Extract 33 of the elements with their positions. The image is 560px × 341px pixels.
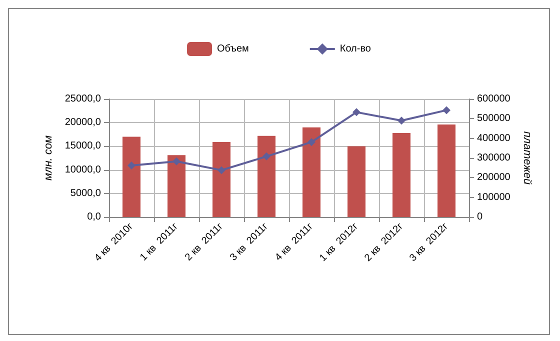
y-tick-label: 20000,0 [64,117,102,128]
bar [122,136,140,217]
bar [348,146,366,217]
y-axis-title: млн. сом [42,135,54,181]
bar [392,132,410,217]
bar [258,136,276,217]
y2-tick-label: 0 [477,212,483,222]
bar [168,155,186,217]
bar [438,124,456,217]
bar [302,127,320,217]
legend-label: Объем [217,44,250,54]
y2-tick-label: 200000 [477,172,511,184]
point [308,138,316,146]
y-tick-label: 25000,0 [64,94,102,104]
y-tick-label: 15000,0 [64,140,102,152]
point [218,166,226,174]
y-tick-label: 0,0 [87,212,102,222]
point [442,106,450,114]
y2-tick-label: 600000 [477,94,511,104]
y2-tick-label: 400000 [477,132,511,144]
point [128,161,136,170]
point [262,152,270,160]
y-tick-label: 10000,0 [64,164,102,176]
y-tick-label: 5000,0 [70,188,102,199]
y2-tick-label: 500000 [477,113,511,124]
legend-label: Кол-во [340,44,372,54]
point [352,108,360,116]
y2-tick-label: 300000 [477,152,511,164]
point [398,116,406,125]
point [172,157,180,166]
bar [212,142,230,217]
y2-tick-label: 100000 [477,192,511,203]
y2-axis-title: платежей [520,131,533,185]
